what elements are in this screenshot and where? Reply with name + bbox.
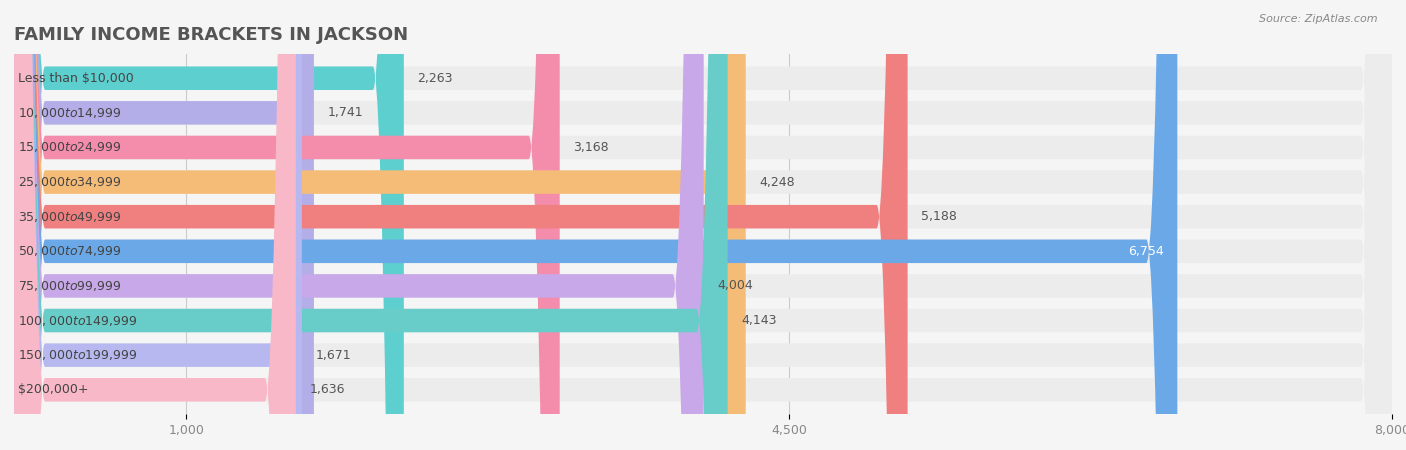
Text: 5,188: 5,188 — [921, 210, 957, 223]
FancyBboxPatch shape — [14, 0, 404, 450]
Text: 4,004: 4,004 — [717, 279, 754, 292]
Text: 2,263: 2,263 — [418, 72, 453, 85]
FancyBboxPatch shape — [14, 0, 1392, 450]
FancyBboxPatch shape — [14, 0, 1392, 450]
Text: 4,248: 4,248 — [759, 176, 796, 189]
Text: FAMILY INCOME BRACKETS IN JACKSON: FAMILY INCOME BRACKETS IN JACKSON — [14, 26, 408, 44]
Text: 4,143: 4,143 — [741, 314, 778, 327]
FancyBboxPatch shape — [14, 0, 1392, 450]
Text: $100,000 to $149,999: $100,000 to $149,999 — [17, 314, 136, 328]
FancyBboxPatch shape — [14, 0, 314, 450]
Text: 1,741: 1,741 — [328, 106, 363, 119]
FancyBboxPatch shape — [14, 0, 560, 450]
FancyBboxPatch shape — [14, 0, 1392, 450]
Text: 1,671: 1,671 — [315, 349, 352, 362]
FancyBboxPatch shape — [14, 0, 1392, 450]
Text: Less than $10,000: Less than $10,000 — [17, 72, 134, 85]
Text: Source: ZipAtlas.com: Source: ZipAtlas.com — [1260, 14, 1378, 23]
Text: 6,754: 6,754 — [1128, 245, 1164, 258]
FancyBboxPatch shape — [14, 0, 1392, 450]
Text: $25,000 to $34,999: $25,000 to $34,999 — [17, 175, 121, 189]
Text: $15,000 to $24,999: $15,000 to $24,999 — [17, 140, 121, 154]
FancyBboxPatch shape — [14, 0, 1392, 450]
FancyBboxPatch shape — [14, 0, 703, 450]
Text: $150,000 to $199,999: $150,000 to $199,999 — [17, 348, 136, 362]
FancyBboxPatch shape — [14, 0, 1392, 450]
FancyBboxPatch shape — [14, 0, 908, 450]
Text: $35,000 to $49,999: $35,000 to $49,999 — [17, 210, 121, 224]
Text: $10,000 to $14,999: $10,000 to $14,999 — [17, 106, 121, 120]
FancyBboxPatch shape — [14, 0, 1392, 450]
Text: 1,636: 1,636 — [309, 383, 344, 396]
FancyBboxPatch shape — [14, 0, 1177, 450]
Text: $50,000 to $74,999: $50,000 to $74,999 — [17, 244, 121, 258]
FancyBboxPatch shape — [14, 0, 728, 450]
FancyBboxPatch shape — [14, 0, 1392, 450]
FancyBboxPatch shape — [14, 0, 745, 450]
Text: $75,000 to $99,999: $75,000 to $99,999 — [17, 279, 121, 293]
Text: $200,000+: $200,000+ — [17, 383, 89, 396]
Text: 3,168: 3,168 — [574, 141, 609, 154]
FancyBboxPatch shape — [14, 0, 295, 450]
FancyBboxPatch shape — [14, 0, 302, 450]
